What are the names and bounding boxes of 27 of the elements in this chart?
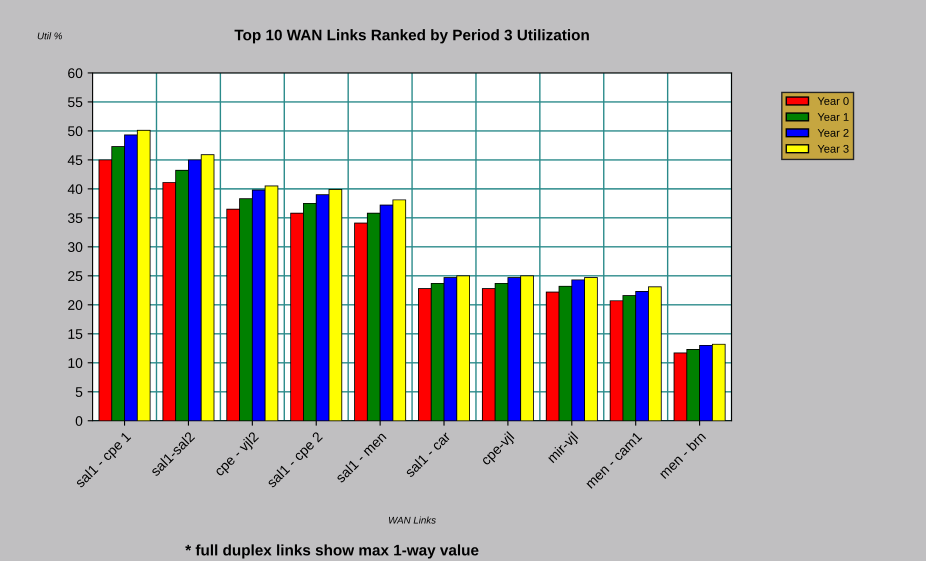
x-tick-label: sal1 - cpe 1 — [74, 430, 134, 490]
y-tick-label: 10 — [68, 358, 82, 368]
y-tick-label: 50 — [68, 126, 82, 136]
x-tick-label: cpe - vjl2 — [213, 430, 261, 479]
x-tick-label: sal1 - men — [334, 431, 387, 484]
y-tick-label: 60 — [68, 68, 82, 78]
x-axis-title: WAN Links — [388, 516, 436, 524]
legend-label: Year 0 — [818, 97, 849, 106]
x-tick-label: men - brn — [658, 431, 706, 480]
y-tick-label: 40 — [68, 184, 82, 194]
y-tick-label: 35 — [68, 213, 82, 224]
text: * full duplex links show max 1-way value — [185, 544, 478, 559]
y-tick-label: 0 — [76, 416, 82, 426]
y-tick-label: 15 — [68, 329, 82, 339]
legend-label: Year 2 — [818, 128, 849, 137]
y-tick-label: 55 — [68, 97, 82, 108]
y-axis-title: Util % — [38, 32, 62, 40]
legend-label: Year 3 — [818, 144, 849, 153]
y-tick-label: 45 — [68, 155, 82, 166]
y-tick-label: 25 — [68, 271, 82, 281]
y-tick-label: 5 — [76, 387, 82, 397]
legend-label: Year 1 — [818, 113, 849, 121]
x-tick-label: sal1 - car — [404, 430, 452, 478]
x-tick-label: sal1 - cpe 2 — [266, 430, 325, 490]
y-tick-label: 20 — [68, 300, 82, 310]
chart-title: Top 10 WAN Links Ranked by Period 3 Utilization — [234, 29, 589, 44]
y-tick-label: 30 — [68, 242, 82, 252]
